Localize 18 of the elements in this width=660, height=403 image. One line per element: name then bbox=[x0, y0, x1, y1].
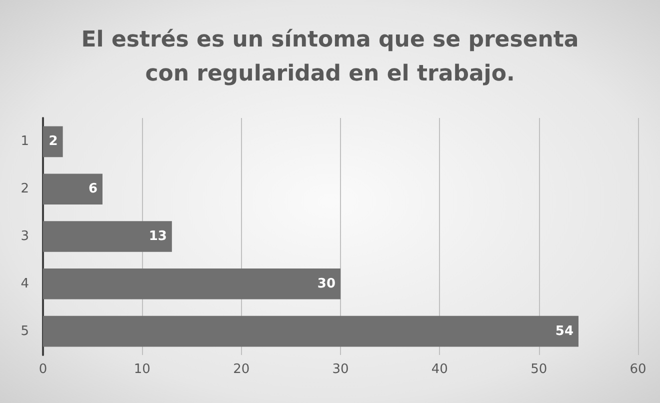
chart-title: El estrés es un síntoma que se presenta con regularidad en el trabajo. bbox=[81, 28, 579, 86]
data-label: 2 bbox=[48, 134, 58, 150]
data-label: 13 bbox=[148, 229, 167, 244]
y-tick-label: 5 bbox=[20, 324, 29, 339]
x-tick-label: 40 bbox=[431, 362, 448, 377]
y-tick-label: 2 bbox=[20, 182, 29, 197]
data-label: 30 bbox=[317, 276, 336, 292]
x-tick-label: 0 bbox=[38, 362, 48, 377]
x-tick-label: 10 bbox=[134, 362, 150, 377]
x-tick-label: 60 bbox=[630, 362, 646, 377]
y-tick-label: 4 bbox=[20, 276, 29, 292]
x-tick-label: 50 bbox=[530, 362, 548, 377]
x-tick-label: 30 bbox=[332, 362, 349, 377]
x-tick-label: 20 bbox=[233, 362, 250, 377]
data-label: 54 bbox=[555, 324, 574, 339]
y-tick-label: 3 bbox=[20, 229, 29, 244]
y-tick-label: 1 bbox=[20, 134, 29, 150]
data-label: 6 bbox=[88, 182, 98, 197]
